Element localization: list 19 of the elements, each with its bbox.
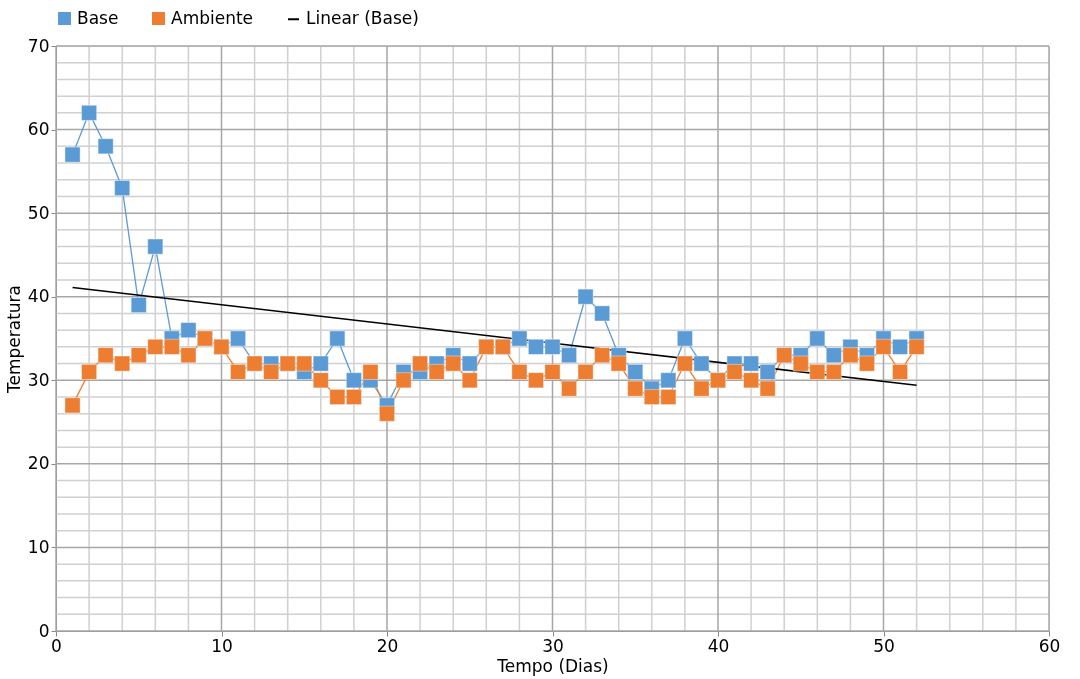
y-tick-label: 0	[38, 620, 50, 641]
x-tick-label: 60	[1038, 635, 1061, 656]
legend-label: Ambiente	[171, 7, 254, 28]
y-tick-label: 10	[27, 536, 50, 557]
legend-label: Linear (Base)	[306, 8, 419, 29]
y-tick-label: 50	[27, 202, 50, 223]
x-tick-label: 10	[211, 635, 233, 656]
y-axis-title: Temperatura	[3, 284, 24, 395]
y-tick-label: 30	[27, 369, 50, 390]
y-tick-label: 60	[27, 119, 50, 140]
y-tick-label: 40	[27, 286, 50, 307]
legend-label: Base	[77, 7, 119, 28]
x-axis-title: Tempo (Dias)	[496, 655, 609, 676]
x-tick-label: 40	[707, 635, 730, 656]
x-tick-label: 20	[376, 635, 399, 656]
x-tick-label: 30	[542, 635, 564, 656]
x-tick-label: 50	[873, 635, 895, 656]
y-tick-label: 20	[27, 453, 50, 474]
y-tick-label: 70	[27, 35, 50, 56]
